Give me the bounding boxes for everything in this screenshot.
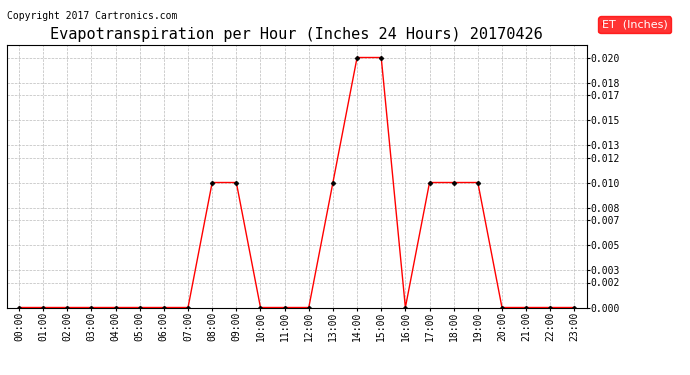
Legend: ET  (Inches): ET (Inches) <box>598 16 671 33</box>
Title: Evapotranspiration per Hour (Inches 24 Hours) 20170426: Evapotranspiration per Hour (Inches 24 H… <box>50 27 543 42</box>
Text: Copyright 2017 Cartronics.com: Copyright 2017 Cartronics.com <box>7 11 177 21</box>
